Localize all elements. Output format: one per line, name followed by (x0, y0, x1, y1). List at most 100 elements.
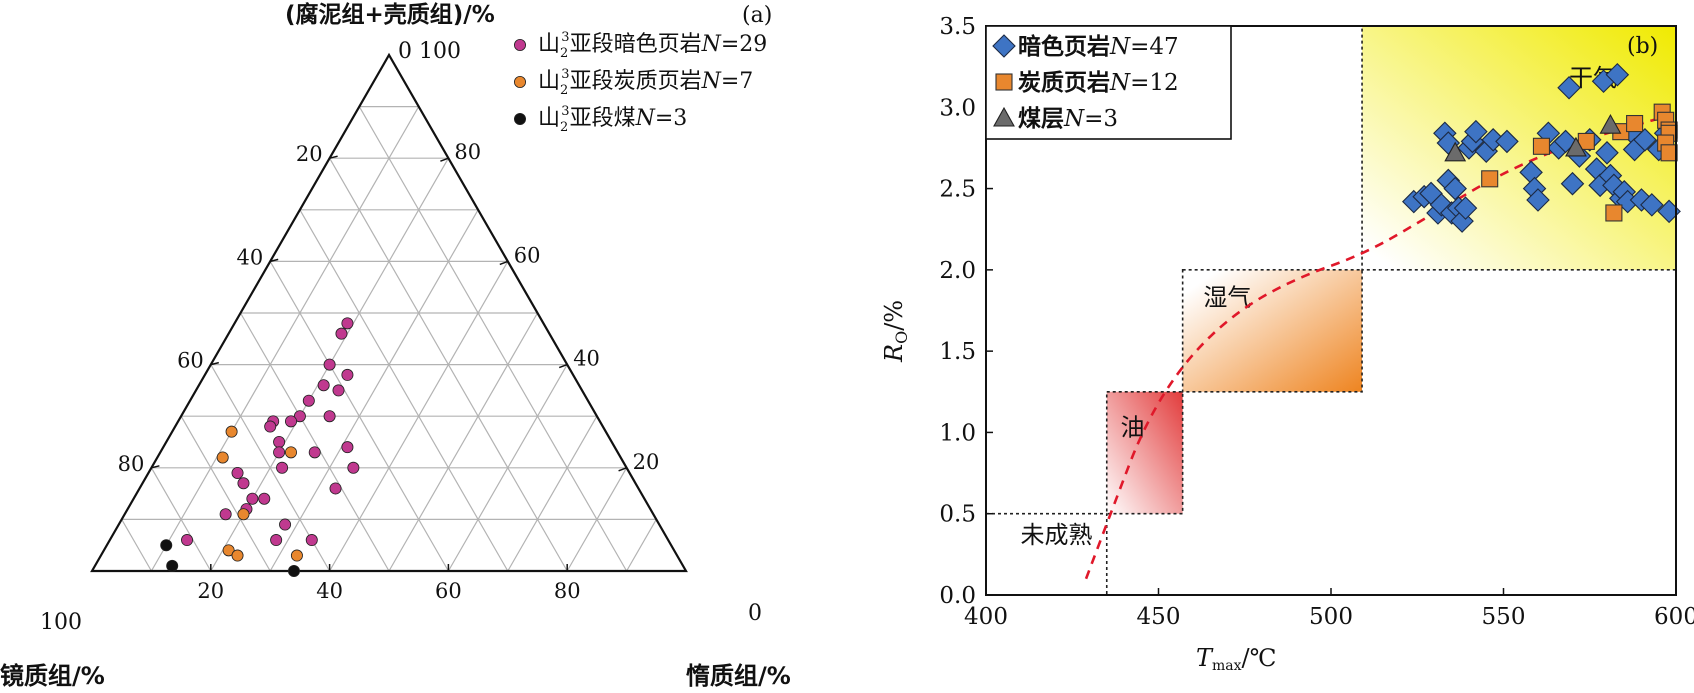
ternary-right-tick-label: 80 (454, 140, 481, 164)
scatter-legend-marker (992, 34, 1016, 58)
ternary-frame (90, 52, 688, 573)
ternary-legend-entry: 山23亚段煤N=3 (538, 104, 687, 135)
x-axis-tick-label: 550 (1482, 604, 1526, 630)
scatter-legend-entry: 煤层N=3 (1018, 106, 1118, 132)
ternary-data-point (231, 466, 244, 479)
ternary-grid-line (121, 519, 152, 572)
ternary-legend: 山23亚段暗色页岩N=29 山23亚段炭质页岩N=7 山23亚段煤N=3 (514, 30, 767, 135)
ternary-left-tick (329, 155, 338, 159)
ternary-left-axis-label: 镜质组/% (0, 662, 105, 690)
ternary-right-tick (558, 363, 568, 369)
x-axis-tick-label: 600 (1654, 604, 1694, 630)
ternary-right-tick-label: 40 (573, 347, 600, 371)
maturity-zone (985, 512, 1108, 596)
scatter-data-point (1640, 193, 1664, 217)
ternary-data-point (231, 549, 244, 562)
ternary-grid-line (150, 467, 212, 572)
ternary-panel: 20 20 20 40 40 40 60 60 60 80 80 80 (腐泥组+壳质组)/% (a)… (0, 1, 791, 690)
scatter-data-point (1526, 188, 1550, 212)
y-axis-label-main: R (880, 344, 908, 363)
axes: 400 450 500 550 600 0.0 0.5 1.0 1.5 2.0 2.5 3.0 3.5 (939, 14, 1694, 630)
ternary-grid-line (150, 106, 420, 572)
ternary-data-point (216, 451, 229, 464)
y-axis-label-sub: O (892, 331, 911, 344)
y-axis-tick-label: 1.0 (939, 420, 976, 446)
ternary-data-point (329, 482, 342, 495)
y-axis-tick-label: 3.0 (939, 95, 976, 121)
ternary-data-point (317, 379, 330, 392)
ternary-bottom-tick-label: 20 (197, 579, 224, 603)
scatter-data-point (1605, 204, 1623, 222)
scatter-panel-label: (b) (1627, 34, 1658, 59)
ternary-data-point (341, 317, 354, 330)
ternary-right-tick (618, 467, 627, 472)
ternary-data-point (166, 559, 179, 572)
scatter-data-point (1599, 114, 1622, 134)
ternary-data-point (225, 425, 238, 438)
ternary-grid-line (507, 415, 598, 572)
scatter-data-point (1481, 170, 1499, 188)
scatter-legend-entry: 炭质页岩N=12 (1018, 70, 1179, 96)
ternary-grid-line (358, 106, 628, 572)
ternary-data-point (270, 534, 283, 547)
scatter-data-point (1633, 128, 1657, 152)
x-axis-label-sub: max (1212, 658, 1242, 674)
ternary-data-point (237, 477, 250, 490)
ternary-data-point (323, 410, 336, 423)
ternary-data-point (246, 492, 259, 505)
ternary-grid-line (180, 415, 271, 572)
ternary-data-point (332, 384, 345, 397)
ternary-data-point (222, 544, 235, 557)
scatter-data-point (1443, 176, 1467, 201)
scatter-legend-entry: 暗色页岩N=47 (1018, 33, 1179, 60)
ternary-data-point (181, 534, 194, 547)
ternary-left-corner-label: 100 (40, 610, 82, 635)
ternary-top-axis-label: (腐泥组+壳质组)/% (285, 1, 495, 28)
maturity-zone (1105, 390, 1184, 515)
ternary-data-point (335, 327, 348, 340)
scatter-legend-marker (993, 106, 1015, 127)
scatter-data-point (1560, 171, 1585, 196)
x-axis-tick-label: 450 (1137, 604, 1181, 630)
scatter-legend: 暗色页岩N=47 炭质页岩N=12 煤层N=3 (985, 25, 1232, 140)
scatter-data-point (1595, 141, 1619, 165)
ternary-data-point (347, 461, 360, 474)
scatter-data-point (1557, 75, 1581, 100)
ternary-legend-marker (514, 76, 527, 89)
ternary-panel-label: (a) (742, 3, 772, 28)
ternary-data-point (341, 441, 354, 454)
ternary-right-tick (499, 260, 509, 266)
ternary-data-point (308, 446, 321, 459)
x-axis-tick-label: 500 (1309, 604, 1353, 630)
ternary-left-tick (210, 361, 219, 366)
ternary-data-point (273, 446, 286, 459)
ternary-ticks: 20 20 20 40 40 40 60 60 60 80 80 80 (118, 140, 660, 603)
scatter-legend-box (985, 25, 1232, 140)
ternary-grid-line (388, 312, 539, 572)
ternary-data-point (160, 539, 173, 552)
scatter-data-point (1444, 141, 1467, 162)
y-axis-label-unit: /% (880, 300, 908, 331)
ternary-data-point (279, 518, 292, 531)
scatter-data-point (1660, 144, 1678, 162)
maturity-trend-curve (1084, 114, 1670, 580)
ternary-data-point (284, 446, 297, 459)
ternary-bottom-tick-label: 40 (316, 579, 343, 603)
ternary-left-tick (270, 258, 279, 263)
ternary-grid-line (239, 312, 390, 572)
ternary-grid-line (299, 209, 509, 572)
ternary-grid (121, 105, 657, 572)
x-axis-tick-label: 400 (964, 604, 1008, 630)
ternary-right-axis-label: 惰质组/% (686, 662, 791, 690)
ternary-data-point (293, 410, 306, 423)
ternary-legend-entry: 山23亚段暗色页岩N=29 (538, 30, 767, 61)
x-axis-label: Tmax/℃ (1196, 644, 1276, 674)
y-axis-tick-label: 2.5 (939, 177, 976, 203)
ternary-data-point (302, 394, 315, 407)
ternary-data-point (219, 508, 232, 521)
scatter-data-point (1565, 136, 1587, 157)
scatter-data-point (1626, 114, 1644, 133)
ternary-grid-line (566, 467, 628, 572)
